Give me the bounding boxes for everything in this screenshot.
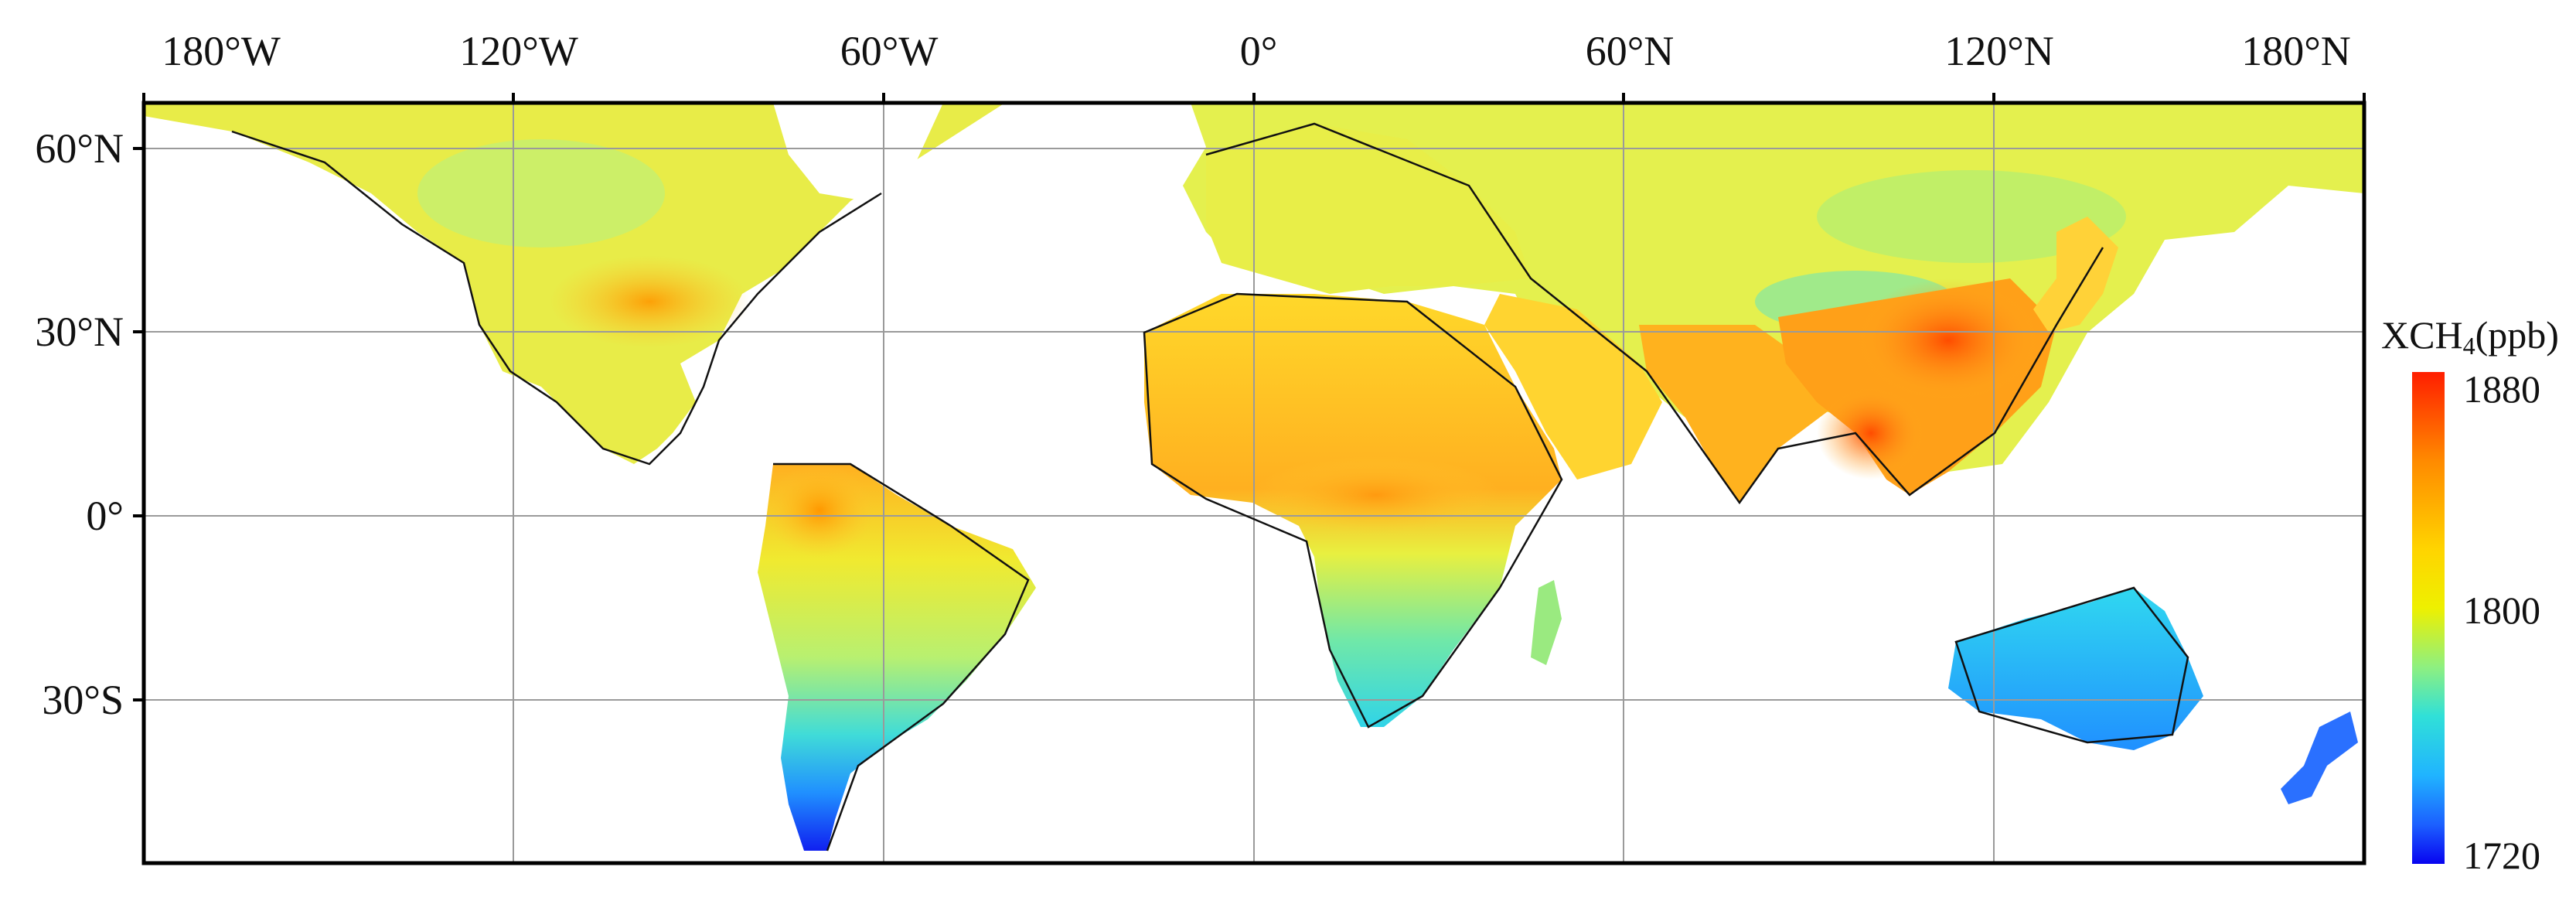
region-japan [2033,217,2118,333]
latitude-labels: 60°N 30°N 0° 30°S [35,125,124,723]
longitude-labels: 180°W 120°W 60°W 0° 60°N 120°N 180°N [162,28,2351,74]
colorbar-title-unit: (ppb) [2475,313,2559,357]
axis-ticks [133,93,2366,701]
colorbar-title-sub: 4 [2463,332,2475,360]
colorbar-tick-1720: 1720 [2463,834,2540,877]
lon-label-120w: 120°W [459,28,578,74]
region-south-america [758,464,1036,851]
lat-label-30s: 30°S [42,677,124,723]
colorbar: XCH4(ppb) 1880 1800 1720 [2381,313,2559,877]
lat-label-60n: 60°N [35,125,124,172]
lon-label-180w: 180°W [162,28,281,74]
colorbar-title-main: XCH [2381,313,2463,357]
lon-label-120n: 120°N [1944,28,2054,74]
colorbar-ramp [2412,372,2445,864]
region-middle-east [1484,294,1662,480]
region-south-asia [1639,325,1840,503]
greenland-nodata [773,103,943,201]
region-north-america-cool [417,139,665,247]
lon-label-60n: 60°N [1586,28,1675,74]
hotspot-central-africa [1252,456,1500,534]
map-area [133,93,2366,865]
hotspot-amazon-north [765,464,874,557]
colorbar-tick-1800: 1800 [2463,589,2540,632]
region-madagascar [1531,580,1562,665]
colorbar-title: XCH4(ppb) [2381,313,2559,360]
graticule [144,103,2364,863]
colorbar-tick-1880: 1880 [2463,367,2540,411]
lat-label-30n: 30°N [35,309,124,355]
lon-label-60w: 60°W [840,28,939,74]
lat-label-0: 0° [86,493,124,539]
region-new-zealand [2281,712,2358,804]
lon-label-0: 0° [1240,28,1278,74]
hotspot-us-east [549,255,750,348]
region-europe [1206,124,1531,294]
hotspot-east-asia [1855,278,2041,402]
region-siberia-cool [1817,170,2126,263]
region-australia [1948,588,2203,750]
lon-label-180n: 180°N [2241,28,2351,74]
hotspot-indochina [1817,387,1925,480]
coastlines [231,122,2189,852]
